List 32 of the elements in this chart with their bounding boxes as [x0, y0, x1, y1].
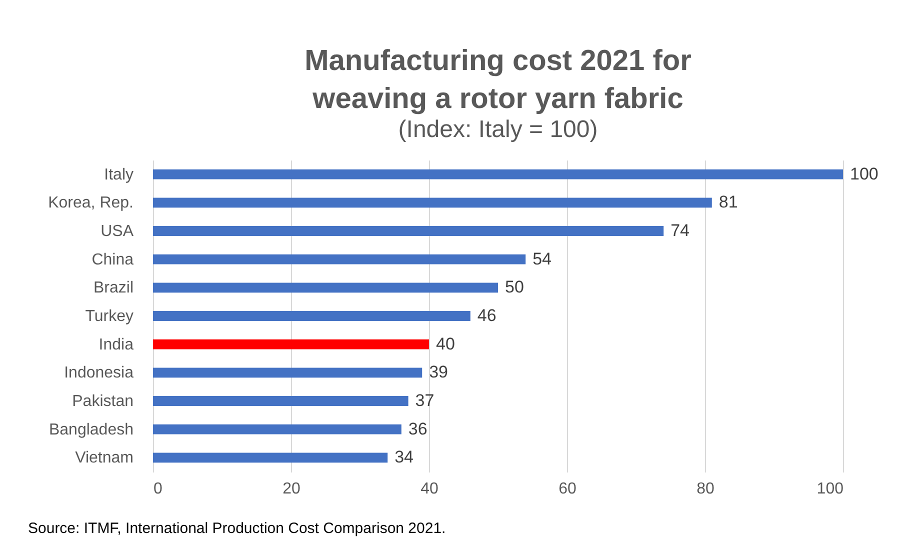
- y-tick-label: Pakistan: [72, 393, 134, 410]
- data-label: 39: [429, 362, 448, 382]
- y-tick-label: Vietnam: [75, 450, 134, 467]
- y-tick-label: Indonesia: [64, 364, 134, 382]
- y-tick-label: Brazil: [93, 280, 134, 297]
- data-label: 34: [394, 448, 414, 467]
- data-label: 54: [532, 249, 552, 268]
- x-tick-label: 100: [816, 480, 844, 498]
- data-label: 40: [436, 334, 455, 354]
- y-tick-label: China: [92, 251, 134, 268]
- text: Manufacturing cost 2021 for: [304, 45, 692, 77]
- y-tick-label: Bangladesh: [48, 421, 134, 438]
- x-tick-label: 40: [420, 480, 438, 498]
- y-tick-label: Turkey: [85, 308, 134, 325]
- x-tick-label: 80: [696, 480, 714, 498]
- data-label: 36: [408, 419, 428, 438]
- chart-subtitle: (Index: Italy = 100): [398, 116, 598, 143]
- data-label: 81: [718, 192, 738, 212]
- data-label: 50: [505, 278, 524, 297]
- text: weaving a rotor yarn fabric: [312, 83, 684, 115]
- x-tick-label: 20: [282, 480, 300, 498]
- data-label: 74: [670, 220, 690, 240]
- data-label: 37: [415, 391, 434, 410]
- y-tick-label: USA: [100, 222, 134, 240]
- x-tick-label: 0: [154, 480, 162, 498]
- data-label: 46: [477, 306, 496, 325]
- data-label: 100: [850, 164, 878, 184]
- y-tick-label: Italy: [104, 166, 134, 184]
- y-tick-label: Korea, Rep.: [48, 194, 134, 212]
- x-tick-label: 60: [558, 480, 576, 498]
- y-tick-label: India: [98, 336, 134, 354]
- source-note: Source: ITMF, International Production Cost Comparison 2021.: [28, 520, 447, 537]
